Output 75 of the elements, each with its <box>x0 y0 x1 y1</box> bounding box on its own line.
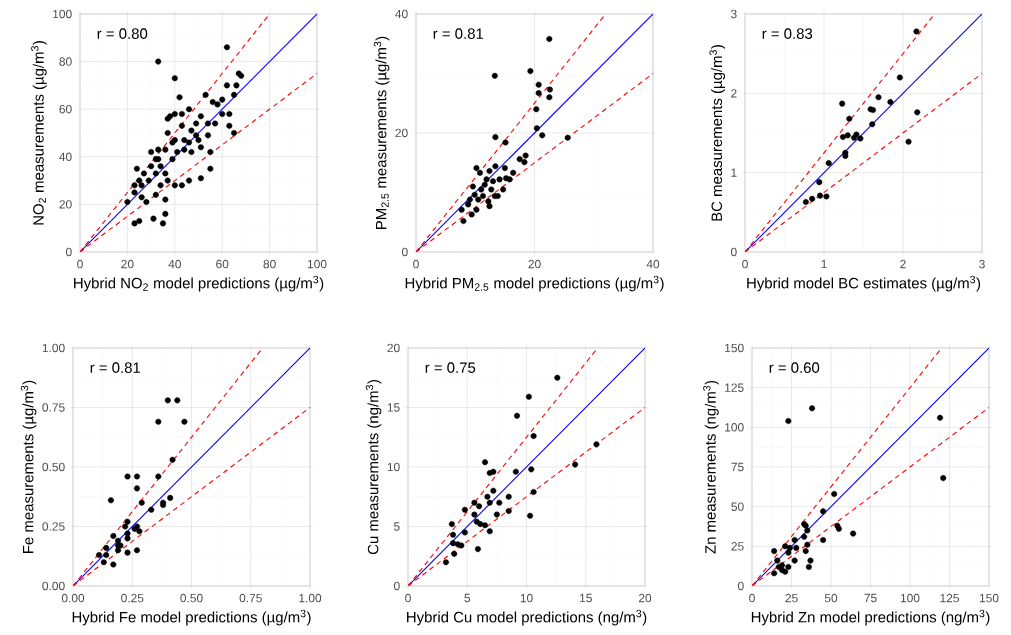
y-axis-title: NO$_{2}$ measurements (µg/m$^{3}$) <box>31 41 47 225</box>
x-tick-label: 25 <box>785 593 798 603</box>
x-axis-title: Hybrid Zn model predictions (ng/m$^{3}$) <box>751 609 990 626</box>
y-tick-label: 40 <box>59 152 72 162</box>
annotation: r = 0.75 <box>425 362 476 373</box>
y-tick-label: 75 <box>731 462 744 472</box>
y-tick-label: 100 <box>725 423 744 432</box>
y-tick-label: 80 <box>59 57 72 66</box>
x-tick-label: 20 <box>528 259 541 269</box>
y-tick-label: 1 <box>731 168 737 177</box>
y-tick-label: 1.00 <box>42 343 65 353</box>
x-axis-title: Hybrid PM$_{2.5}$ model predictions (µg/m$^{3}$) <box>405 275 664 292</box>
y-axis-title: Cu measurements (ng/m$^{3}$) <box>365 380 382 555</box>
x-tick-label: 0 <box>749 593 755 603</box>
x-tick-label: 0.75 <box>239 593 262 603</box>
y-tick-label: 0 <box>393 581 400 591</box>
x-tick-label: 40 <box>646 259 660 269</box>
x-tick-label: 40 <box>168 259 181 269</box>
y-tick-label: 0 <box>737 581 744 591</box>
x-tick-label: 20 <box>638 593 652 603</box>
annotation: r = 0.81 <box>433 28 484 39</box>
x-axis-title: Hybrid Cu model predictions (ng/m$^{3}$) <box>407 609 647 626</box>
x-tick-label: 0 <box>413 259 419 269</box>
x-tick-label: 150 <box>979 593 999 603</box>
y-tick-label: 150 <box>725 343 744 353</box>
x-tick-label: 2 <box>900 259 906 269</box>
x-tick-label: 125 <box>940 593 959 603</box>
x-axis-title: Hybrid NO$_{2}$ model predictions (µg/m$^{3}$) <box>74 275 324 292</box>
x-tick-label: 1.00 <box>299 593 322 603</box>
y-tick-label: 20 <box>387 343 400 353</box>
y-tick-label: 0.50 <box>42 462 65 472</box>
x-tick-label: 75 <box>864 593 877 603</box>
x-axis-title: Hybrid Fe model predictions (µg/m$^{3}$) <box>72 609 311 626</box>
y-tick-label: 0.75 <box>42 403 65 412</box>
y-tick-label: 60 <box>59 104 72 114</box>
x-tick-label: 5 <box>464 593 471 603</box>
x-tick-label: 0.25 <box>121 593 144 603</box>
y-tick-label: 15 <box>387 403 400 412</box>
y-tick-label: 3 <box>730 9 737 19</box>
x-tick-label: 0.50 <box>180 593 203 603</box>
y-tick-label: 0 <box>730 247 737 257</box>
x-tick-label: 3 <box>979 259 985 269</box>
y-tick-label: 0.25 <box>42 522 65 531</box>
y-tick-label: 20 <box>59 200 72 209</box>
y-tick-label: 20 <box>395 128 408 138</box>
y-tick-label: 40 <box>395 9 408 19</box>
y-axis-title: BC measurements (µg/m$^{3}$) <box>709 45 726 221</box>
y-tick-label: 50 <box>731 502 744 511</box>
y-tick-label: 0 <box>65 247 72 257</box>
x-tick-label: 100 <box>900 593 920 603</box>
y-tick-label: 0 <box>401 247 408 257</box>
x-tick-label: 80 <box>263 259 276 269</box>
x-tick-label: 1 <box>821 259 827 269</box>
y-tick-label: 100 <box>53 9 72 19</box>
y-tick-label: 2 <box>731 89 737 98</box>
y-tick-label: 25 <box>731 542 744 551</box>
annotation: r = 0.81 <box>90 362 141 373</box>
x-tick-label: 0 <box>77 259 83 269</box>
x-tick-label: 50 <box>824 593 838 603</box>
x-tick-label: 15 <box>580 593 592 603</box>
x-tick-label: 100 <box>307 259 327 269</box>
y-tick-label: 10 <box>387 462 400 472</box>
y-tick-label: 0.00 <box>42 581 65 591</box>
y-tick-label: 5 <box>394 522 400 531</box>
y-axis-title: Zn measurements (ng/m$^{3}$) <box>703 380 719 554</box>
annotation: r = 0.60 <box>769 362 820 373</box>
annotation: r = 0.80 <box>97 28 148 39</box>
annotation: r = 0.83 <box>762 28 813 39</box>
y-tick-label: 125 <box>725 383 744 392</box>
y-axis-title: Fe measurements (µg/m$^{3}$) <box>20 380 37 553</box>
x-tick-label: 20 <box>121 259 134 269</box>
x-axis-title: Hybrid model BC estimates (µg/m$^{3}$) <box>747 275 981 292</box>
y-axis-title: PM$_{2.5}$ measurements (µg/m$^{3}$) <box>373 36 390 229</box>
x-tick-label: 10 <box>520 593 533 603</box>
x-tick-label: 60 <box>216 259 229 269</box>
